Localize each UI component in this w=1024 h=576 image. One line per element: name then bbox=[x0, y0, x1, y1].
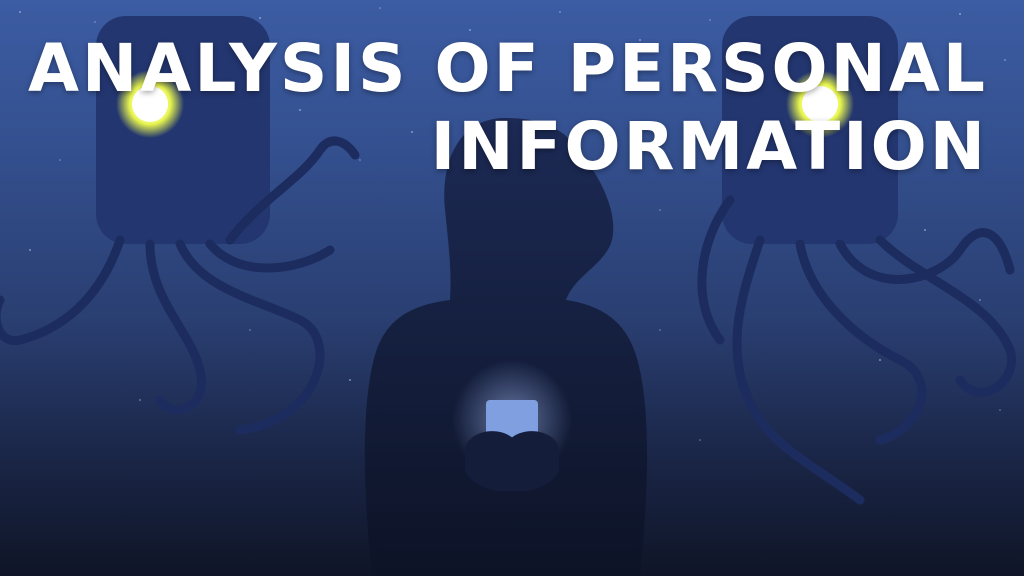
robot-right bbox=[697, 16, 1017, 505]
person-silhouette bbox=[364, 118, 648, 576]
poster-title: ANALYSIS OF PERSONAL INFORMATION bbox=[8, 30, 988, 186]
phone bbox=[486, 400, 538, 440]
title-line-1: ANALYSIS OF PERSONAL bbox=[27, 30, 988, 107]
robot-left bbox=[0, 16, 360, 435]
title-line-2: INFORMATION bbox=[430, 108, 988, 185]
